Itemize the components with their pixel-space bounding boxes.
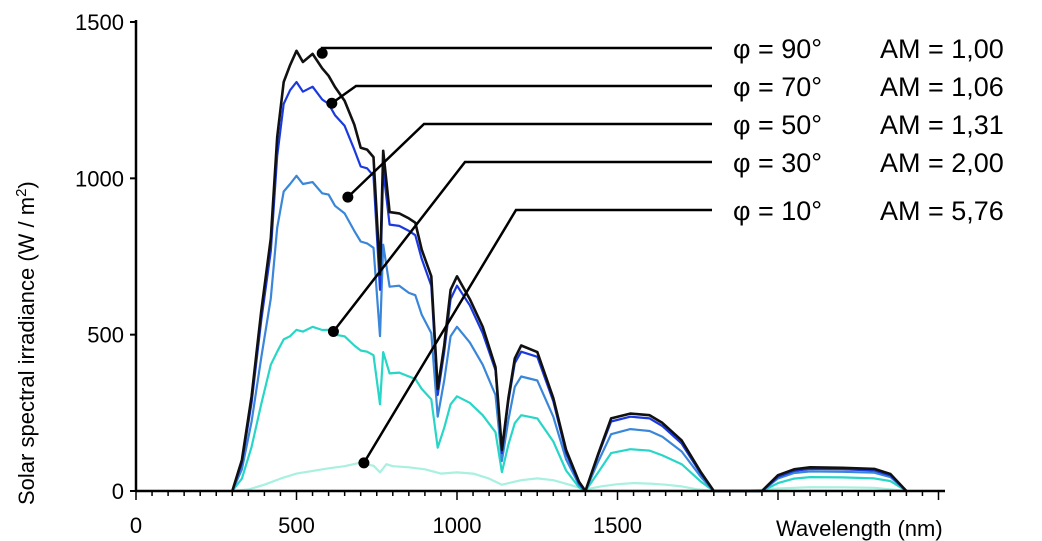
leader-line (362, 208, 712, 464)
y-axis-title: Solar spectral irradiance (W / m2) (13, 181, 40, 505)
y-tick-label: 0 (112, 479, 124, 504)
leader-line (331, 84, 712, 105)
y-tick-label: 1000 (75, 166, 124, 191)
x-axis-title: Wavelength (nm) (776, 516, 943, 541)
ticks-layer: 0 500 1000 1500 0 500 1000 1500 (75, 10, 940, 538)
legend-phi-label: φ = 30° (733, 148, 822, 178)
x-tick-label: 1500 (593, 513, 642, 538)
leader-dot (342, 191, 354, 203)
legend-am-label: AM = 2,00 (880, 148, 1004, 178)
series-line-2 (231, 80, 908, 493)
leader-dot (327, 326, 339, 338)
leader-dot (326, 97, 338, 109)
legend-am-label: AM = 5,76 (880, 196, 1004, 226)
leader-line (332, 160, 712, 333)
leader-layer (316, 46, 712, 469)
legend-phi-label: φ = 70° (733, 72, 822, 102)
y-tick-label: 500 (87, 323, 124, 348)
leader-line (320, 46, 712, 54)
x-tick-label: 500 (278, 513, 315, 538)
legend-am-label: AM = 1,06 (880, 72, 1004, 102)
x-tick-label: 1000 (433, 513, 482, 538)
legend-phi-label: φ = 10° (733, 196, 822, 226)
y-tick-label: 1500 (75, 10, 124, 35)
legend-phi-label: φ = 50° (733, 110, 822, 140)
leader-dot (316, 47, 328, 59)
legend-am-label: AM = 1,00 (880, 34, 1004, 64)
leader-line (346, 122, 712, 198)
leader-dot (358, 457, 370, 469)
legend-am-label: AM = 1,31 (880, 110, 1004, 140)
x-tick-label: 0 (130, 513, 142, 538)
legend-phi-label: φ = 90° (733, 34, 822, 64)
legend: φ = 90° AM = 1,00 φ = 70° AM = 1,06 φ = 50° A… (733, 34, 1004, 226)
